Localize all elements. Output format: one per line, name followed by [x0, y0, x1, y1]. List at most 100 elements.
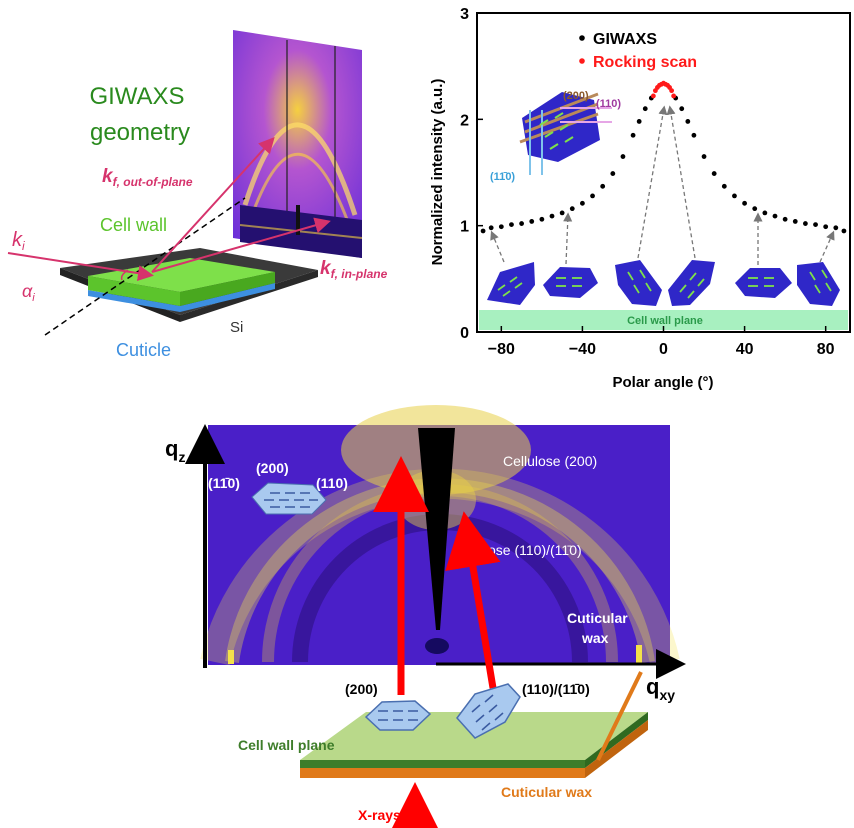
data-point-giwaxs: [642, 106, 648, 112]
xrays-label: X-rays: [358, 807, 401, 823]
inset-label-110: (110): [596, 98, 621, 110]
plane-crystal-200: [364, 700, 432, 731]
inset-label-1bar10: (11̄0): [490, 171, 515, 183]
data-point-giwaxs: [823, 224, 829, 230]
data-point-giwaxs: [772, 213, 778, 219]
panel-a-geometry: GIWAXS geometry kf, out-of-plane kf, in-…: [7, 30, 388, 360]
y-tick-label: 2: [460, 112, 469, 129]
x-ticks: −80 −40 0 40 80: [488, 326, 835, 358]
k-out-label: kf, out-of-plane: [102, 166, 193, 189]
legend-giwaxs: GIWAXS: [593, 31, 657, 48]
data-point-giwaxs: [519, 221, 524, 226]
chart-series: [480, 80, 847, 234]
cell-wall-plane-label: Cell wall plane: [238, 737, 335, 753]
y-tick-label: 3: [460, 6, 469, 23]
data-point-giwaxs: [721, 183, 727, 189]
hex-label-200: (200): [256, 460, 289, 476]
qz-label: qz: [165, 436, 185, 465]
hex-label-1bar10: (11̄0): [208, 475, 240, 491]
cuticular-wax-slab: [300, 768, 585, 778]
qxy-label: qxy: [646, 674, 675, 703]
data-point-rocking: [669, 88, 675, 94]
data-point-giwaxs: [679, 106, 685, 112]
hexagon-inset: [251, 482, 327, 515]
red-arrow-110: [445, 511, 501, 689]
cell-wall-plane-band: [479, 310, 848, 330]
cellulose-200-label: Cellulose (200): [503, 453, 597, 469]
data-point-giwaxs: [792, 219, 798, 224]
y-axis-label: Normalized intensity (a.u.): [429, 79, 446, 266]
panel-b-chart: Cell wall plane 0 1 2 3 −80 −40 0 40 80 Normali…: [429, 6, 851, 391]
data-point-giwaxs: [762, 210, 768, 216]
lbl-200: (200): [345, 681, 378, 697]
hex-label-110: (110): [316, 475, 348, 491]
data-point-giwaxs: [529, 219, 535, 224]
cuticular-wax-label-line2: wax: [581, 630, 609, 646]
cuticular-wax-label-line1: Cuticular: [567, 610, 628, 626]
data-point-giwaxs: [803, 221, 808, 226]
data-point-giwaxs: [569, 206, 575, 212]
cuticle-label: Cuticle: [116, 340, 171, 360]
data-point-rocking: [650, 93, 656, 99]
data-point-giwaxs: [691, 132, 697, 138]
k-out-of-plane-arrow: [151, 137, 275, 273]
data-point-giwaxs: [833, 225, 839, 231]
x-tick-label: −40: [569, 341, 596, 358]
data-point-giwaxs: [549, 213, 555, 219]
data-point-giwaxs: [600, 183, 606, 189]
giwaxs-title-line2: geometry: [90, 119, 190, 146]
data-point-giwaxs: [580, 200, 585, 206]
data-point-giwaxs: [742, 200, 747, 206]
cuticular-wax-bottom-label: Cuticular wax: [501, 784, 592, 800]
data-point-giwaxs: [498, 224, 504, 230]
data-point-giwaxs: [480, 228, 486, 234]
orientation-crystals: [487, 260, 840, 306]
data-point-giwaxs: [752, 206, 758, 212]
cell-wall-label: Cell wall: [100, 215, 167, 235]
x-tick-label: 80: [817, 341, 835, 358]
data-point-rocking: [671, 93, 677, 99]
k-in-label: kf, in-plane: [320, 258, 388, 281]
detector-image: [233, 30, 363, 258]
plane-crystal-110: [456, 683, 521, 739]
x-tick-label: −80: [488, 341, 515, 358]
data-point-giwaxs: [630, 132, 636, 138]
y-tick-label: 1: [460, 219, 469, 236]
data-point-giwaxs: [701, 154, 707, 159]
data-point-giwaxs: [685, 119, 691, 124]
orientation-arrows: [490, 105, 835, 265]
data-point-giwaxs: [539, 216, 545, 222]
x-axis-label: Polar angle (°): [612, 374, 713, 391]
legend: GIWAXS Rocking scan: [579, 31, 697, 71]
x-tick-label: 40: [736, 341, 754, 358]
panel-c-pattern: qz qxy Cellulose (200) Cellulose (110)/(…: [165, 405, 686, 828]
data-point-giwaxs: [590, 193, 595, 199]
data-point-giwaxs: [711, 171, 717, 176]
y-tick-label: 0: [460, 325, 469, 342]
k-in-plane-arrow: [151, 217, 331, 273]
alpha-arc: [120, 269, 129, 281]
data-point-giwaxs: [559, 210, 565, 216]
k-i-label: ki: [12, 229, 25, 253]
cuticle-layer: [88, 283, 275, 312]
data-point-giwaxs: [841, 228, 847, 234]
crystal-inset: [519, 92, 612, 175]
alpha-i-label: αi: [22, 281, 35, 304]
data-point-giwaxs: [610, 171, 616, 176]
data-point-giwaxs: [636, 119, 642, 124]
legend-rocking: Rocking scan: [593, 54, 697, 71]
data-point-giwaxs: [782, 216, 788, 222]
cell-wall-plane-band-label: Cell wall plane: [627, 315, 703, 327]
data-point-giwaxs: [732, 193, 737, 199]
y-ticks: 0 1 2 3: [460, 6, 483, 342]
si-label: Si: [230, 319, 243, 336]
cell-wall-block: [88, 258, 275, 292]
x-tick-label: 0: [659, 341, 668, 358]
lbl-110: (110)/(11̄0): [522, 681, 590, 697]
data-point-giwaxs: [813, 222, 818, 228]
data-point-giwaxs: [620, 154, 626, 159]
data-point-giwaxs: [488, 225, 494, 231]
giwaxs-title-line1: GIWAXS: [89, 83, 184, 110]
inset-label-200: (200): [563, 90, 589, 102]
